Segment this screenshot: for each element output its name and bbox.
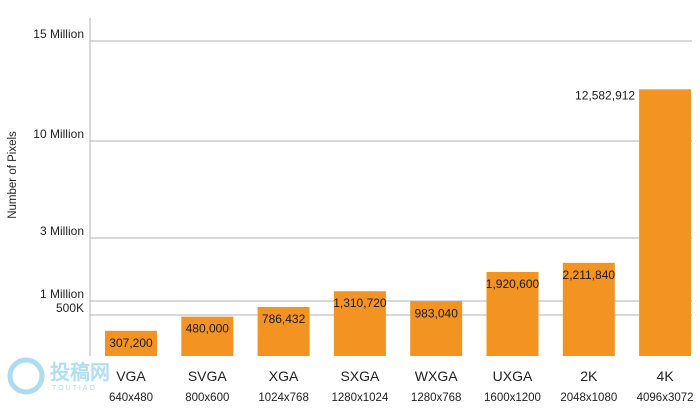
- watermark-text: 投稿网: [50, 360, 110, 384]
- value-label: 786,432: [262, 312, 306, 326]
- watermark-subtext: TOUTIAO: [52, 385, 97, 392]
- x-category-label: 4K: [657, 368, 675, 384]
- watermark-logo: 投稿网 TOUTIAO: [10, 360, 110, 392]
- x-resolution-label: 1600x1200: [484, 392, 541, 404]
- y-tick-label: 10 Million: [33, 127, 84, 141]
- x-resolution-label: 1280x1024: [331, 392, 389, 404]
- x-category-labels: VGA SVGA XGA SXGA WXGA UXGA 2K 4K: [116, 368, 674, 384]
- y-tick-label: 1 Million: [40, 287, 84, 301]
- x-resolution-label: 800x600: [185, 392, 229, 404]
- value-label: 983,040: [415, 306, 459, 320]
- value-label: 1,920,600: [486, 277, 540, 291]
- x-resolution-label: 640x480: [109, 392, 153, 404]
- y-axis-title: Number of Pixels: [7, 131, 19, 219]
- y-tick-label: 500K: [56, 301, 84, 315]
- y-tick-label: 15 Million: [33, 27, 84, 41]
- x-resolution-labels: 640x480 800x600 1024x768 1280x1024 1280x768 1…: [109, 392, 694, 404]
- value-label: 2,211,840: [563, 268, 616, 282]
- x-category-label: SXGA: [340, 368, 380, 384]
- x-category-label: UXGA: [493, 368, 533, 384]
- value-label: 1,310,720: [333, 296, 387, 310]
- bar-4k: [639, 89, 691, 356]
- x-category-label: VGA: [116, 368, 146, 384]
- x-category-label: XGA: [269, 368, 299, 384]
- value-label: 307,200: [109, 336, 153, 350]
- x-resolution-label: 1024x768: [258, 392, 309, 404]
- x-resolution-label: 4096x3072: [637, 392, 694, 404]
- x-category-label: SVGA: [188, 368, 228, 384]
- value-label: 480,000: [186, 322, 230, 336]
- watermark-inner-dot-icon: [20, 370, 32, 382]
- value-label: 12,582,912: [575, 88, 635, 102]
- x-category-label: WXGA: [415, 368, 458, 384]
- y-tick-label: 3 Million: [40, 224, 84, 238]
- x-resolution-label: 2048x1080: [560, 392, 617, 404]
- x-resolution-label: 1280x768: [411, 392, 462, 404]
- x-category-label: 2K: [580, 368, 598, 384]
- bars: [105, 89, 691, 356]
